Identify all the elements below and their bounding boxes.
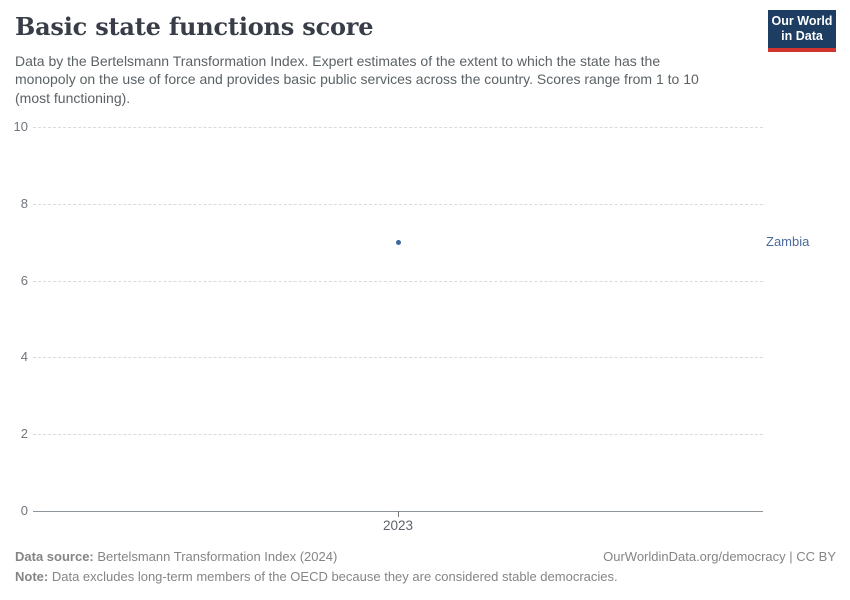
license-link[interactable]: OurWorldinData.org/democracy | CC BY bbox=[603, 549, 836, 564]
owid-logo-line1: Our World bbox=[771, 14, 833, 28]
chart-subtitle: Data by the Bertelsmann Transformation I… bbox=[15, 53, 699, 106]
data-point-zambia[interactable] bbox=[395, 239, 401, 245]
footer-note: Note: Data excludes long-term members of… bbox=[15, 568, 836, 585]
y-tick-label-2: 2 bbox=[20, 426, 28, 441]
owid-logo[interactable]: Our World in Data bbox=[768, 10, 836, 52]
page-title: Basic state functions score bbox=[15, 12, 374, 41]
owid-logo-line2: in Data bbox=[781, 29, 823, 43]
data-source-text: Bertelsmann Transformation Index (2024) bbox=[97, 549, 338, 564]
gridline-y8 bbox=[33, 204, 763, 205]
footer-note-label: Note: bbox=[15, 569, 49, 584]
gridline-y10 bbox=[33, 127, 763, 128]
data-source: Data source: Bertelsmann Transformation … bbox=[15, 548, 337, 565]
gridline-y6 bbox=[33, 281, 763, 282]
y-tick-label-8: 8 bbox=[20, 196, 28, 211]
x-tick-2023 bbox=[398, 511, 399, 517]
y-tick-label-6: 6 bbox=[20, 273, 28, 288]
y-tick-label-10: 10 bbox=[13, 119, 28, 134]
x-tick-label-2023: 2023 bbox=[382, 518, 414, 533]
y-tick-label-0: 0 bbox=[20, 503, 28, 518]
gridline-y2 bbox=[33, 434, 763, 435]
chart-footer: Data source: Bertelsmann Transformation … bbox=[15, 548, 836, 585]
data-source-label: Data source: bbox=[15, 549, 94, 564]
entity-label-zambia[interactable]: Zambia bbox=[766, 234, 810, 250]
y-tick-label-4: 4 bbox=[20, 349, 28, 364]
gridline-y4 bbox=[33, 357, 763, 358]
footer-note-text: Data excludes long-term members of the O… bbox=[51, 569, 618, 584]
